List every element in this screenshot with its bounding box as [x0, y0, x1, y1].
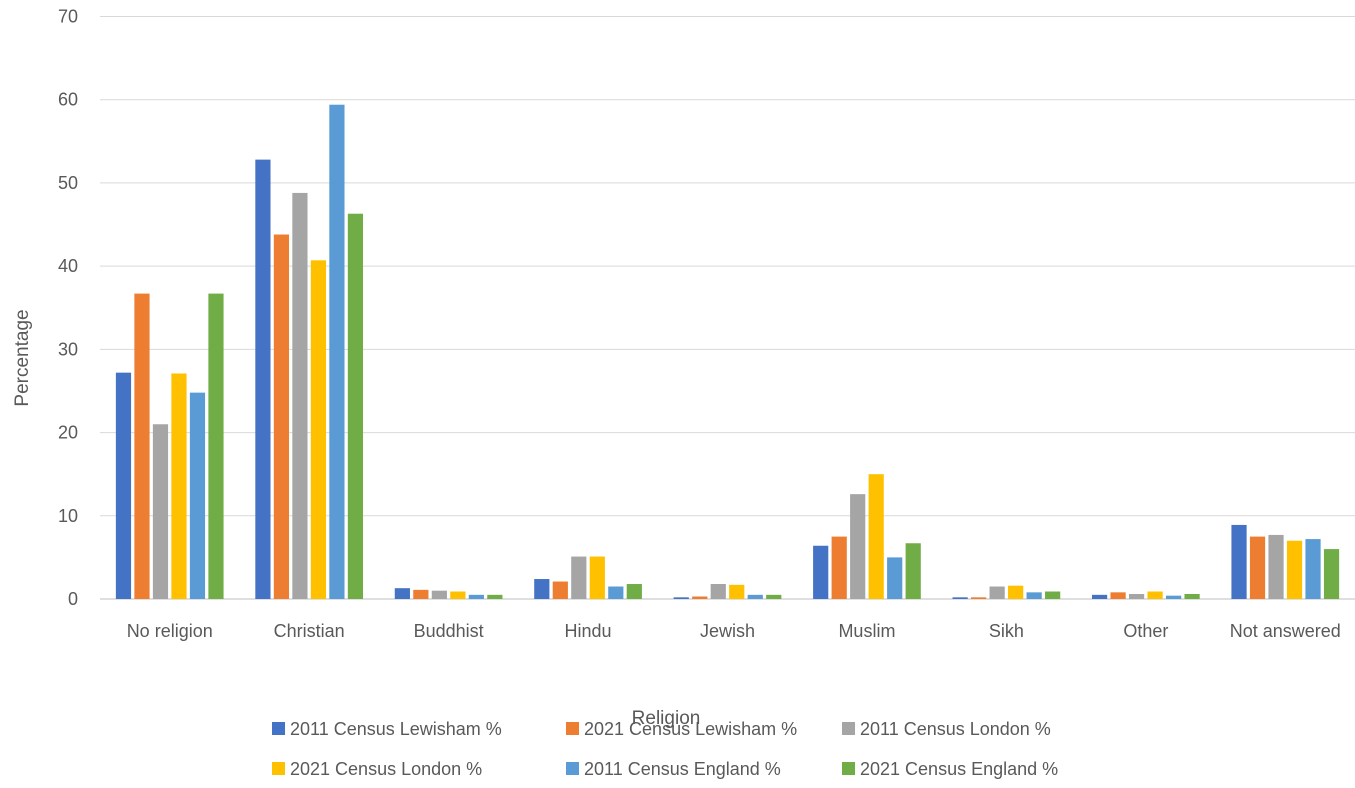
bar [347, 213, 364, 600]
legend-label: 2021 Census England % [860, 759, 1058, 779]
x-tick-label: Other [1123, 621, 1168, 641]
legend: 2011 Census Lewisham % 2021 Census Lewish… [272, 719, 1058, 779]
x-tick-label: Christian [274, 621, 345, 641]
x-tick-label: Buddhist [414, 621, 484, 641]
y-tick-label: 30 [58, 339, 78, 359]
bar [115, 372, 132, 599]
bar [552, 581, 568, 599]
bar [431, 590, 447, 599]
bar [626, 584, 642, 599]
y-axis-ticks: 0 10 20 30 40 50 60 70 [58, 7, 78, 610]
legend-label: 2011 Census London % [860, 719, 1051, 739]
bar [394, 588, 410, 599]
bar [1286, 540, 1303, 599]
bar [1165, 595, 1182, 599]
gridlines [100, 16, 1355, 600]
legend-swatch [566, 722, 579, 735]
x-axis-title: Religion [632, 708, 701, 729]
bar [1184, 594, 1200, 599]
bar [813, 545, 829, 599]
bar [850, 494, 866, 599]
bar [255, 159, 271, 599]
bar [1249, 536, 1266, 599]
bar [208, 293, 224, 599]
bar [952, 597, 968, 599]
bar [1008, 585, 1024, 599]
bar [450, 591, 466, 599]
y-tick-label: 20 [58, 423, 78, 443]
bar [831, 536, 847, 599]
bar [710, 584, 726, 599]
y-axis-title: Percentage [12, 309, 33, 406]
legend-swatch [272, 762, 285, 775]
bar [1231, 524, 1247, 599]
bar [171, 373, 187, 599]
bar [971, 597, 987, 599]
bar [673, 597, 689, 599]
legend-label: 2011 Census England % [584, 759, 781, 779]
x-tick-label: Not answered [1230, 621, 1341, 641]
bar [589, 556, 605, 599]
bar [868, 474, 884, 599]
bar [887, 557, 903, 599]
y-tick-label: 40 [58, 256, 78, 276]
legend-label: 2011 Census Lewisham % [290, 719, 502, 739]
bar [571, 556, 587, 599]
y-tick-label: 60 [58, 90, 78, 110]
bar [292, 192, 308, 599]
legend-swatch [842, 722, 855, 735]
bar [487, 594, 503, 599]
bar [1305, 539, 1321, 599]
bars [115, 104, 1340, 600]
bar [413, 589, 429, 599]
bar [989, 586, 1005, 599]
y-tick-label: 50 [58, 173, 78, 193]
x-tick-label: Hindu [565, 621, 612, 641]
bar [608, 586, 624, 599]
legend-label: 2021 Census Lewisham % [584, 719, 797, 739]
legend-label: 2021 Census London % [290, 759, 482, 779]
legend-swatch [566, 762, 579, 775]
x-tick-label: Sikh [989, 621, 1024, 641]
bar [329, 104, 345, 599]
bar [692, 596, 708, 599]
y-tick-label: 70 [58, 7, 78, 27]
bar [134, 293, 150, 599]
x-axis-ticks: No religion Christian Buddhist Hindu Jewish M… [127, 621, 1341, 641]
bar [747, 594, 763, 599]
bar [534, 579, 550, 599]
bar [1045, 591, 1061, 599]
bar [1323, 549, 1340, 599]
y-tick-label: 0 [68, 589, 78, 609]
bar [1091, 594, 1108, 599]
x-tick-label: No religion [127, 621, 213, 641]
bar [905, 543, 921, 599]
legend-swatch [842, 762, 855, 775]
bar [1268, 534, 1284, 599]
legend-swatch [272, 722, 285, 735]
bar [1026, 592, 1042, 599]
bar [1110, 592, 1126, 599]
bar [468, 594, 484, 599]
bar [1147, 591, 1163, 599]
x-tick-label: Muslim [838, 621, 895, 641]
x-tick-label: Jewish [700, 621, 755, 641]
bar [189, 392, 206, 599]
bar [729, 584, 745, 599]
bar [310, 260, 327, 599]
bar [273, 234, 290, 599]
bar [766, 594, 782, 599]
bar [152, 424, 169, 599]
bar [1128, 594, 1145, 599]
y-tick-label: 10 [58, 506, 78, 526]
